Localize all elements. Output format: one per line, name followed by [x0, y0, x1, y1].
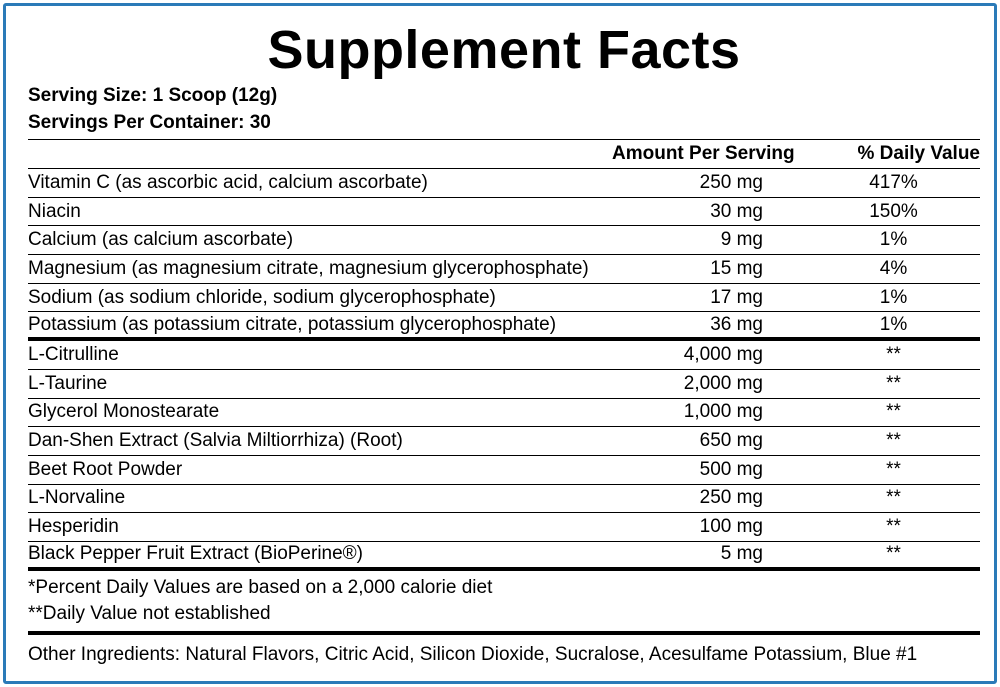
table-row: Magnesium (as magnesium citrate, magnesi… — [28, 255, 980, 284]
ingredient-name: Beet Root Powder — [28, 458, 183, 480]
table-row: Beet Root Powder 500 mg ** — [28, 456, 980, 485]
ingredient-daily-value: 417% — [869, 171, 918, 193]
ingredient-name: L-Norvaline — [28, 487, 126, 509]
ingredient-name: Black Pepper Fruit Extract (BioPerine®) — [28, 543, 364, 565]
ingredient-amount: 1,000 mg — [683, 401, 763, 423]
ingredient-daily-value: ** — [886, 372, 901, 394]
ingredient-name: Sodium (as sodium chloride, sodium glyce… — [28, 286, 496, 308]
table-row: L-Citrulline 4,000 mg ** — [28, 341, 980, 370]
serving-size: Serving Size: 1 Scoop (12g) — [28, 85, 278, 106]
table-row: Calcium (as calcium ascorbate) 9 mg 1% — [28, 226, 980, 256]
ingredient-amount: 36 mg — [710, 313, 763, 335]
table-row: Potassium (as potassium citrate, potassi… — [28, 312, 980, 342]
panel-content: Supplement Facts Serving Size: 1 Scoop (… — [28, 6, 980, 667]
other-ingredients: Other Ingredients: Natural Flavors, Citr… — [28, 643, 918, 665]
ingredient-amount: 500 mg — [699, 458, 763, 480]
table-row: Black Pepper Fruit Extract (BioPerine®) 5… — [28, 542, 980, 571]
ingredient-amount: 9 mg — [720, 229, 763, 251]
ingredient-name: Glycerol Monostearate — [28, 401, 220, 423]
table-row: Vitamin C (as ascorbic acid, calcium asc… — [28, 169, 980, 198]
ingredient-amount: 2,000 mg — [683, 372, 763, 394]
ingredient-name: Niacin — [28, 200, 81, 222]
table-row: Dan-Shen Extract (Salvia Miltiorrhiza) (… — [28, 427, 980, 456]
ingredient-daily-value: 1% — [879, 313, 908, 335]
servings-per-container: Servings Per Container: 30 — [28, 112, 271, 133]
table-row: Sodium (as sodium chloride, sodium glyce… — [28, 284, 980, 313]
header-divider — [28, 139, 980, 140]
panel-title: Supplement Facts — [267, 20, 741, 80]
ingredient-name: Calcium (as calcium ascorbate) — [28, 229, 294, 251]
ingredient-name: Dan-Shen Extract (Salvia Miltiorrhiza) (… — [28, 430, 403, 452]
table-row: Glycerol Monostearate 1,000 mg ** — [28, 399, 980, 428]
header-amount: Amount Per Serving — [612, 143, 795, 164]
ingredient-amount: 30 mg — [710, 200, 763, 222]
nutrient-table: Vitamin C (as ascorbic acid, calcium asc… — [28, 169, 980, 571]
ingredient-amount: 250 mg — [699, 171, 763, 193]
ingredient-name: Hesperidin — [28, 516, 119, 538]
table-header: Amount Per Serving % Daily Value — [28, 140, 980, 169]
ingredient-amount: 4,000 mg — [683, 343, 763, 365]
ingredient-daily-value: 4% — [879, 257, 908, 279]
ingredient-daily-value: ** — [886, 543, 901, 565]
ingredient-amount: 5 mg — [720, 543, 763, 565]
table-row: L-Taurine 2,000 mg ** — [28, 370, 980, 399]
table-row: Niacin 30 mg 150% — [28, 198, 980, 227]
ingredient-amount: 17 mg — [710, 286, 763, 308]
ingredient-daily-value: 1% — [879, 286, 908, 308]
ingredient-daily-value: ** — [886, 343, 901, 365]
ingredient-name: Vitamin C (as ascorbic acid, calcium asc… — [28, 171, 428, 193]
ingredient-daily-value: 150% — [869, 200, 918, 222]
supplement-facts-panel: Supplement Facts Serving Size: 1 Scoop (… — [3, 3, 997, 684]
ingredient-name: L-Citrulline — [28, 343, 119, 365]
ingredient-amount: 100 mg — [699, 516, 763, 538]
footnotes: *Percent Daily Values are based on a 2,0… — [28, 571, 980, 635]
ingredient-amount: 250 mg — [699, 487, 763, 509]
footnote-percent-dv: *Percent Daily Values are based on a 2,0… — [28, 576, 493, 598]
ingredient-name: Potassium (as potassium citrate, potassi… — [28, 313, 557, 335]
header-daily-value: % Daily Value — [857, 143, 980, 164]
ingredient-daily-value: ** — [886, 487, 901, 509]
ingredient-name: Magnesium (as magnesium citrate, magnesi… — [28, 257, 589, 279]
table-row: L-Norvaline 250 mg ** — [28, 485, 980, 514]
footnote-not-established: **Daily Value not established — [28, 602, 271, 624]
ingredient-daily-value: 1% — [879, 229, 908, 251]
table-row: Hesperidin 100 mg ** — [28, 513, 980, 542]
ingredient-daily-value: ** — [886, 430, 901, 452]
ingredient-daily-value: ** — [886, 401, 901, 423]
ingredient-daily-value: ** — [886, 516, 901, 538]
ingredient-name: L-Taurine — [28, 372, 108, 394]
ingredient-daily-value: ** — [886, 458, 901, 480]
ingredient-amount: 650 mg — [699, 430, 763, 452]
ingredient-amount: 15 mg — [710, 257, 763, 279]
